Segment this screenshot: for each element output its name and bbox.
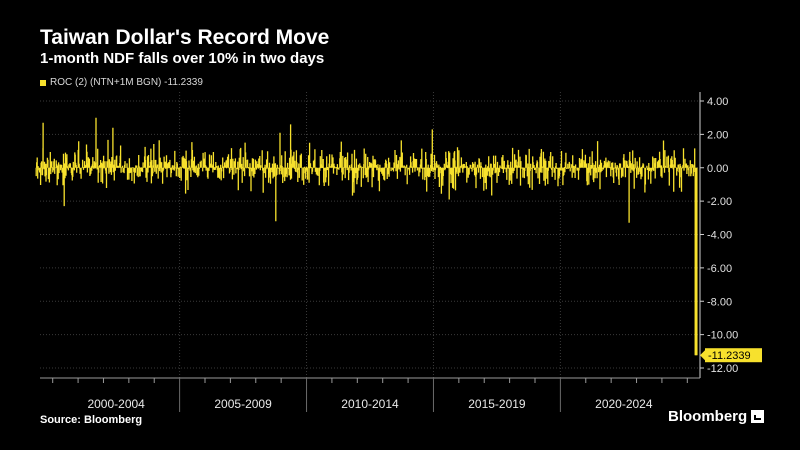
x-category-label: 2020-2024 (595, 397, 653, 411)
legend-label: ROC (2) (NTN+1M BGN) -11.2339 (50, 77, 203, 88)
x-category-label: 2000-2004 (87, 397, 145, 411)
legend-swatch (40, 79, 46, 86)
chart-grid (40, 92, 700, 378)
last-value-label: -11.2339 (708, 350, 751, 362)
y-tick-label: -8.00 (707, 296, 732, 308)
y-tick-label: 2.00 (707, 129, 728, 141)
y-tick-label: 0.00 (707, 163, 728, 175)
last-value-pointer (700, 349, 706, 362)
logo-text: Bloomberg (668, 408, 748, 425)
y-axis: 4.00 2.00 0.00 -2.00 -4.00 -6.00 -8.00 -10.00 -1… (699, 92, 738, 378)
x-category-label: 2005-2009 (214, 397, 272, 411)
x-category-label: 2010-2014 (341, 397, 399, 411)
y-tick-label: -10.00 (707, 330, 738, 342)
chart-series (35, 117, 698, 356)
y-tick-label: -6.00 (707, 263, 732, 275)
y-tick-label: -2.00 (707, 196, 732, 208)
page-subtitle: 1-month NDF falls over 10% in two days (40, 50, 325, 67)
y-tick-label: -12.00 (707, 363, 738, 375)
bloomberg-mark-icon (751, 410, 765, 423)
series-bars (35, 117, 697, 356)
chart-legend: ROC (2) (NTN+1M BGN) -11.2339 (40, 77, 203, 88)
y-tick-label: 4.00 (707, 96, 728, 108)
x-axis: 2000-2004 2005-2009 2010-2014 2015-2019 2020… (40, 377, 700, 412)
x-category-label: 2015-2019 (468, 397, 526, 411)
page-title: Taiwan Dollar's Record Move (40, 26, 330, 49)
last-value-box (705, 348, 762, 363)
bloomberg-logo: Bloomberg (668, 408, 765, 425)
source-note: Source: Bloomberg (40, 414, 143, 426)
y-tick-label: -4.00 (707, 230, 732, 242)
last-value-marker: -11.2339 (700, 348, 762, 363)
